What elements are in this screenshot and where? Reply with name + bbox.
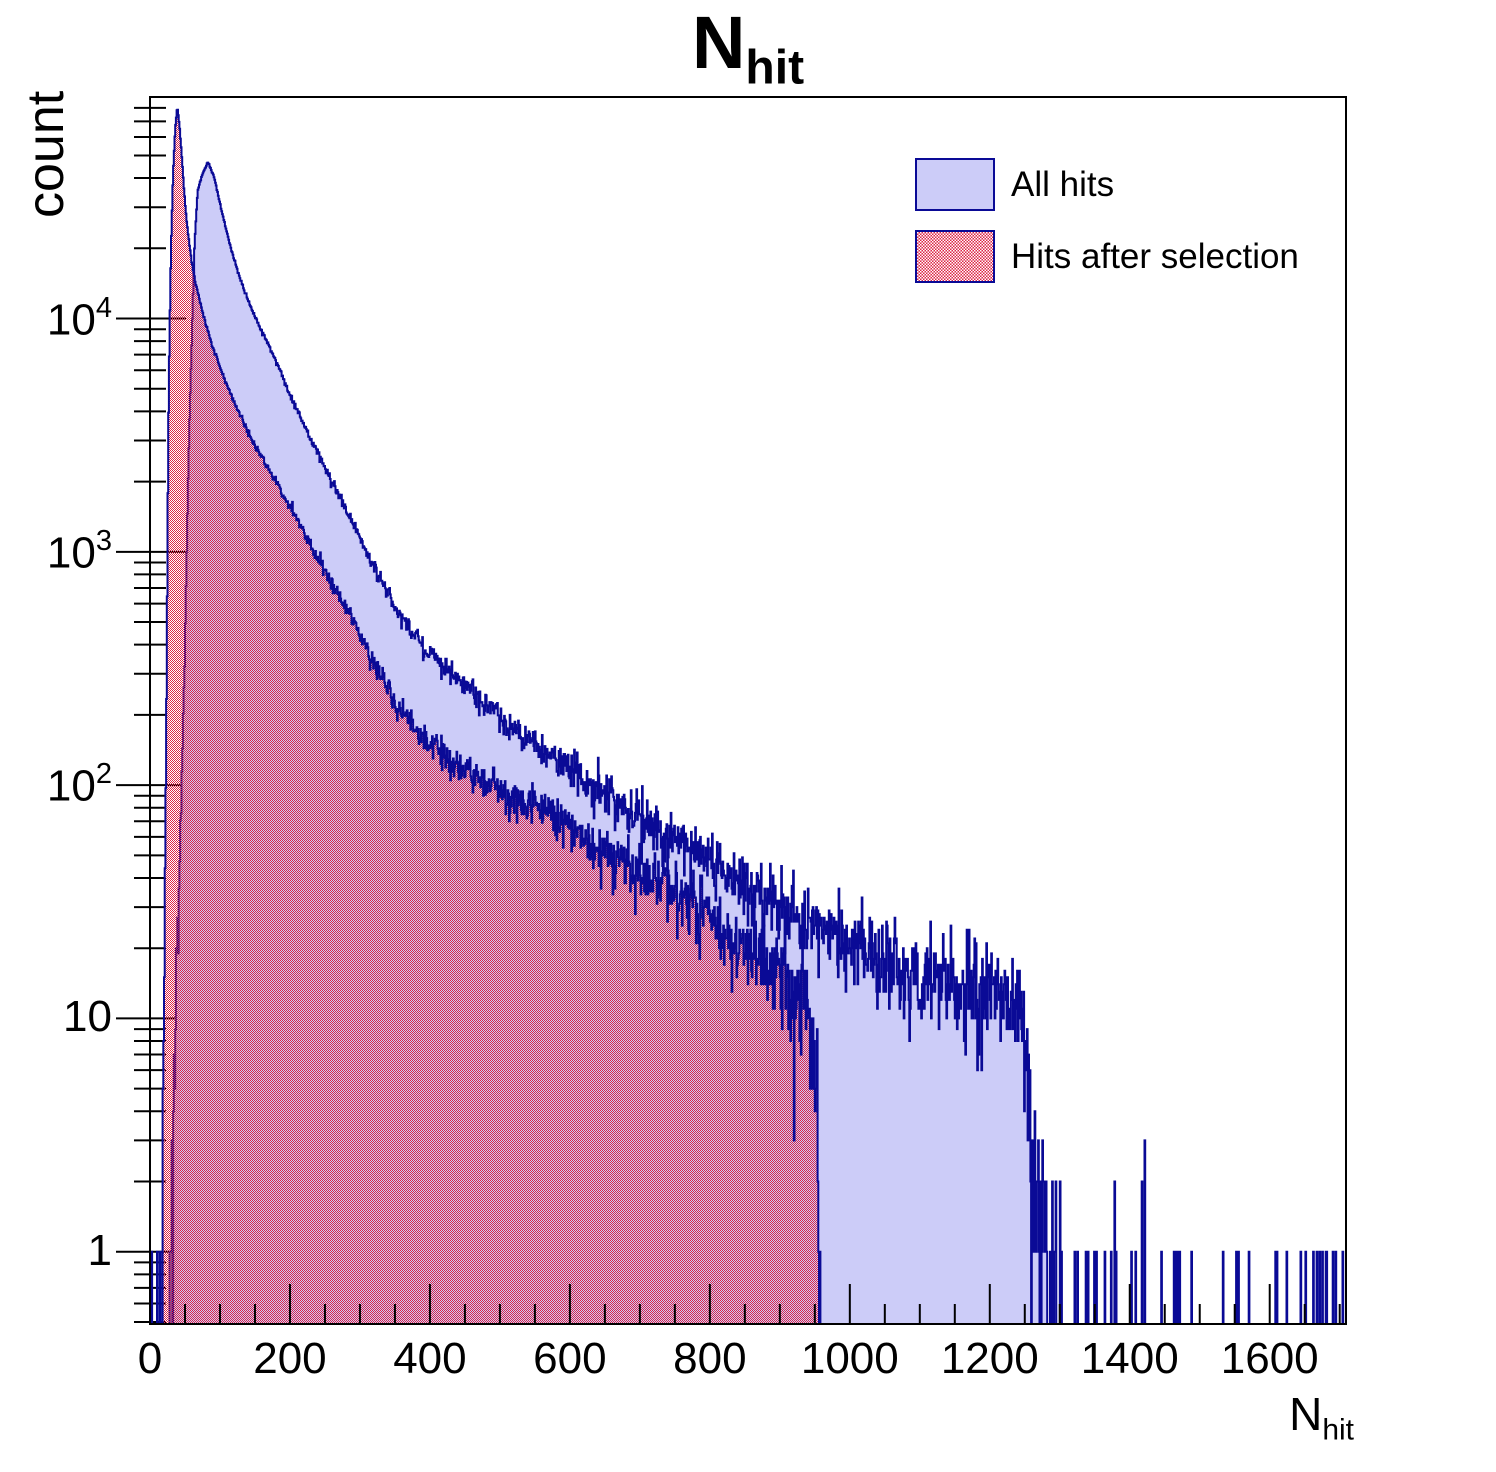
x-tick-label: 0 — [137, 1334, 163, 1383]
x-tick-label: 1000 — [800, 1334, 899, 1383]
x-tick-label: 600 — [533, 1334, 607, 1383]
legend-swatch-all-hits — [915, 158, 995, 211]
legend-swatch-hits-after-selection — [915, 230, 995, 283]
x-tick-label: 1600 — [1220, 1334, 1319, 1383]
x-axis-title-main: N — [1289, 1388, 1323, 1440]
plot-frame — [149, 96, 1347, 1325]
x-tick-label: 1200 — [940, 1334, 1039, 1383]
x-axis-title-sub: hit — [1322, 1413, 1354, 1447]
plot-title: Nhit — [150, 2, 1346, 95]
x-tick-label: 800 — [673, 1334, 747, 1383]
x-tick-label: 400 — [393, 1334, 467, 1383]
y-tick-label: 103 — [46, 524, 112, 578]
histogram-hits-after-selection — [158, 108, 824, 1325]
y-tick-label: 102 — [46, 758, 112, 811]
legend-item-all-hits: All hits — [915, 158, 1114, 211]
y-tick-label: 10 — [63, 992, 112, 1042]
plot-title-sub: hit — [745, 41, 805, 95]
legend-item-hits-after-selection: Hits after selection — [915, 230, 1299, 283]
x-tick-label: 1400 — [1080, 1334, 1179, 1383]
y-axis-title: count — [17, 90, 75, 218]
plot-title-main: N — [691, 1, 746, 84]
legend-label-hits-after-selection: Hits after selection — [1011, 236, 1299, 276]
y-tick-label: 1 — [87, 1225, 112, 1275]
x-tick-label: 200 — [253, 1334, 327, 1383]
legend-label-all-hits: All hits — [1011, 164, 1115, 204]
x-axis-ticks — [149, 1284, 1341, 1324]
y-tick-label: 104 — [46, 291, 112, 345]
x-axis-title: Nhit — [1289, 1387, 1354, 1448]
histograms — [150, 108, 1346, 1325]
